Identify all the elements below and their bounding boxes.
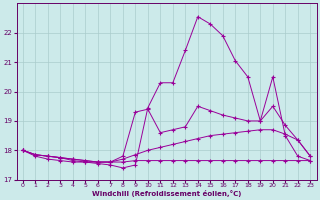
X-axis label: Windchill (Refroidissement éolien,°C): Windchill (Refroidissement éolien,°C) xyxy=(92,190,241,197)
